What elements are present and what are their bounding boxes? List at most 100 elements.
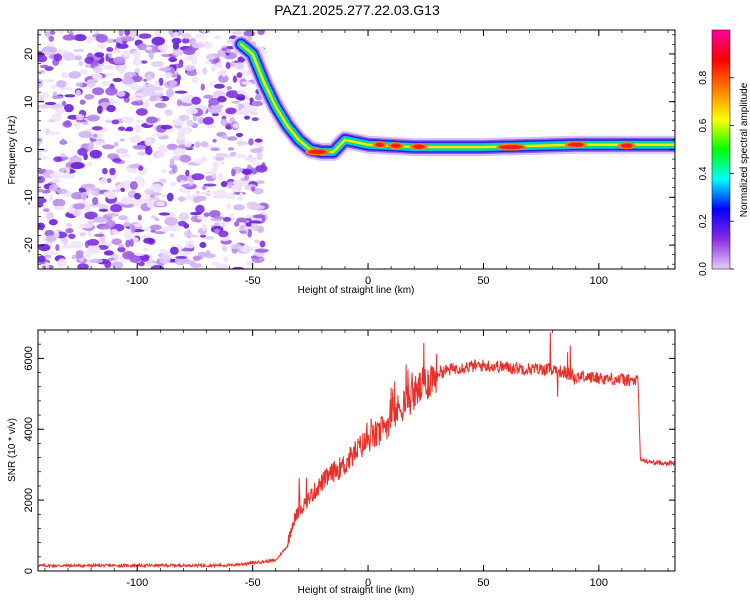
- spectrogram-y-label: Frequency (Hz): [7, 116, 18, 185]
- noise-speckle-blob: [90, 190, 98, 195]
- noise-speckle-blob: [152, 132, 166, 137]
- noise-speckle-blob: [205, 54, 216, 60]
- noise-speckle-blob: [220, 180, 228, 188]
- noise-speckle-blob: [118, 65, 126, 74]
- noise-speckle-blob: [148, 50, 154, 60]
- noise-speckle-blob: [107, 52, 113, 58]
- noise-speckle-blob: [236, 72, 243, 78]
- noise-speckle-blob: [134, 192, 141, 200]
- noise-speckle-blob: [135, 119, 143, 124]
- noise-speckle-blob: [132, 144, 147, 150]
- noise-speckle-blob: [92, 87, 105, 96]
- noise-speckle-blob: [158, 67, 171, 72]
- noise-speckle-blob: [190, 234, 199, 238]
- noise-speckle-blob: [195, 190, 200, 195]
- noise-speckle-blob: [44, 31, 51, 38]
- noise-speckle-blob: [121, 116, 135, 124]
- noise-speckle-blob: [134, 252, 145, 256]
- noise-speckle-blob: [254, 248, 269, 253]
- noise-speckle-blob: [226, 203, 232, 210]
- noise-speckle-blob: [144, 188, 154, 195]
- noise-speckle-blob: [184, 64, 196, 72]
- colorbar-label: Normalized spectral amplitude: [739, 82, 750, 217]
- noise-speckle-blob: [253, 239, 261, 244]
- noise-speckle-blob: [78, 130, 93, 139]
- snr-x-ticks: -100 -50 0 50 100: [44, 330, 669, 589]
- noise-speckle-blob: [149, 86, 163, 91]
- noise-speckle-blob: [259, 240, 266, 248]
- noise-speckle-blob: [49, 30, 56, 35]
- noise-speckle-blob: [135, 108, 148, 116]
- noise-speckle-blob: [75, 89, 81, 97]
- spectrogram-x-tick-label: -100: [126, 275, 148, 287]
- noise-speckle-blob: [182, 48, 196, 56]
- noise-speckle-blob: [203, 183, 217, 187]
- noise-speckle-blob: [101, 80, 111, 87]
- noise-speckle-blob: [150, 183, 163, 193]
- noise-speckle-blob: [223, 256, 229, 263]
- noise-speckle-blob: [218, 230, 229, 238]
- noise-speckle-blob: [115, 148, 129, 154]
- noise-speckle-blob: [85, 249, 92, 259]
- noise-speckle-blob: [107, 257, 115, 261]
- noise-speckle-blob: [185, 94, 192, 99]
- noise-speckle-blob: [125, 239, 131, 248]
- noise-speckle-blob: [56, 30, 65, 35]
- noise-speckle-blob: [222, 216, 232, 222]
- noise-speckle-blob: [138, 33, 152, 39]
- noise-speckle-blob: [116, 43, 129, 49]
- noise-speckle-blob: [144, 138, 152, 147]
- noise-speckle-blob: [218, 74, 229, 83]
- noise-speckle-blob: [71, 191, 84, 200]
- noise-speckle-blob: [131, 75, 143, 83]
- noise-speckle-blob: [149, 224, 162, 231]
- noise-speckle-blob: [51, 95, 64, 99]
- noise-speckle-blob: [73, 203, 86, 210]
- noise-speckle-blob: [56, 80, 67, 88]
- noise-speckle-blob: [65, 167, 70, 175]
- noise-speckle-blob: [79, 69, 89, 75]
- noise-speckle-blob: [158, 212, 171, 216]
- noise-speckle-blob: [62, 120, 73, 128]
- noise-speckle-blob: [158, 178, 167, 184]
- noise-speckle-blob: [77, 263, 89, 269]
- noise-speckle-blob: [122, 153, 131, 158]
- noise-speckle-blob: [123, 222, 131, 227]
- noise-speckle-blob: [244, 174, 250, 181]
- noise-speckle-blob: [91, 126, 103, 131]
- noise-speckle-blob: [235, 132, 244, 138]
- noise-speckle-blob: [107, 153, 119, 160]
- noise-speckle-blob: [138, 165, 144, 171]
- noise-speckle-blob: [200, 141, 209, 148]
- noise-speckle-blob: [242, 70, 252, 76]
- noise-speckle-blob: [143, 237, 155, 244]
- signal-track: [232, 35, 675, 161]
- noise-speckle-blob: [221, 47, 228, 52]
- noise-speckle-blob: [197, 116, 205, 124]
- noise-speckle-blob: [240, 245, 253, 253]
- noise-speckle-blob: [172, 42, 180, 50]
- noise-speckle-blob: [87, 220, 96, 224]
- noise-speckle-blob: [212, 161, 220, 167]
- noise-speckle-blob: [189, 37, 197, 46]
- noise-speckle-blob: [150, 229, 156, 233]
- noise-speckle-blob: [60, 138, 66, 145]
- noise-speckle-blob: [240, 230, 248, 234]
- noise-speckle-blob: [178, 212, 189, 221]
- noise-speckle-blob: [201, 30, 207, 33]
- noise-speckle-blob: [236, 94, 246, 101]
- noise-speckle-blob: [119, 138, 125, 142]
- noise-speckle-blob: [201, 185, 207, 190]
- noise-speckle-blob: [38, 188, 46, 193]
- noise-speckle-blob: [38, 202, 44, 208]
- noise-speckle-blob: [74, 122, 80, 130]
- noise-speckle-blob: [176, 99, 182, 107]
- noise-speckle-blob: [131, 197, 143, 207]
- noise-speckle-blob: [251, 204, 265, 210]
- snr-y-label: SNR (10 * v/v): [7, 418, 18, 482]
- noise-speckle-blob: [92, 196, 99, 206]
- noise-speckle-blob: [76, 119, 87, 123]
- noise-speckle-blob: [129, 163, 140, 169]
